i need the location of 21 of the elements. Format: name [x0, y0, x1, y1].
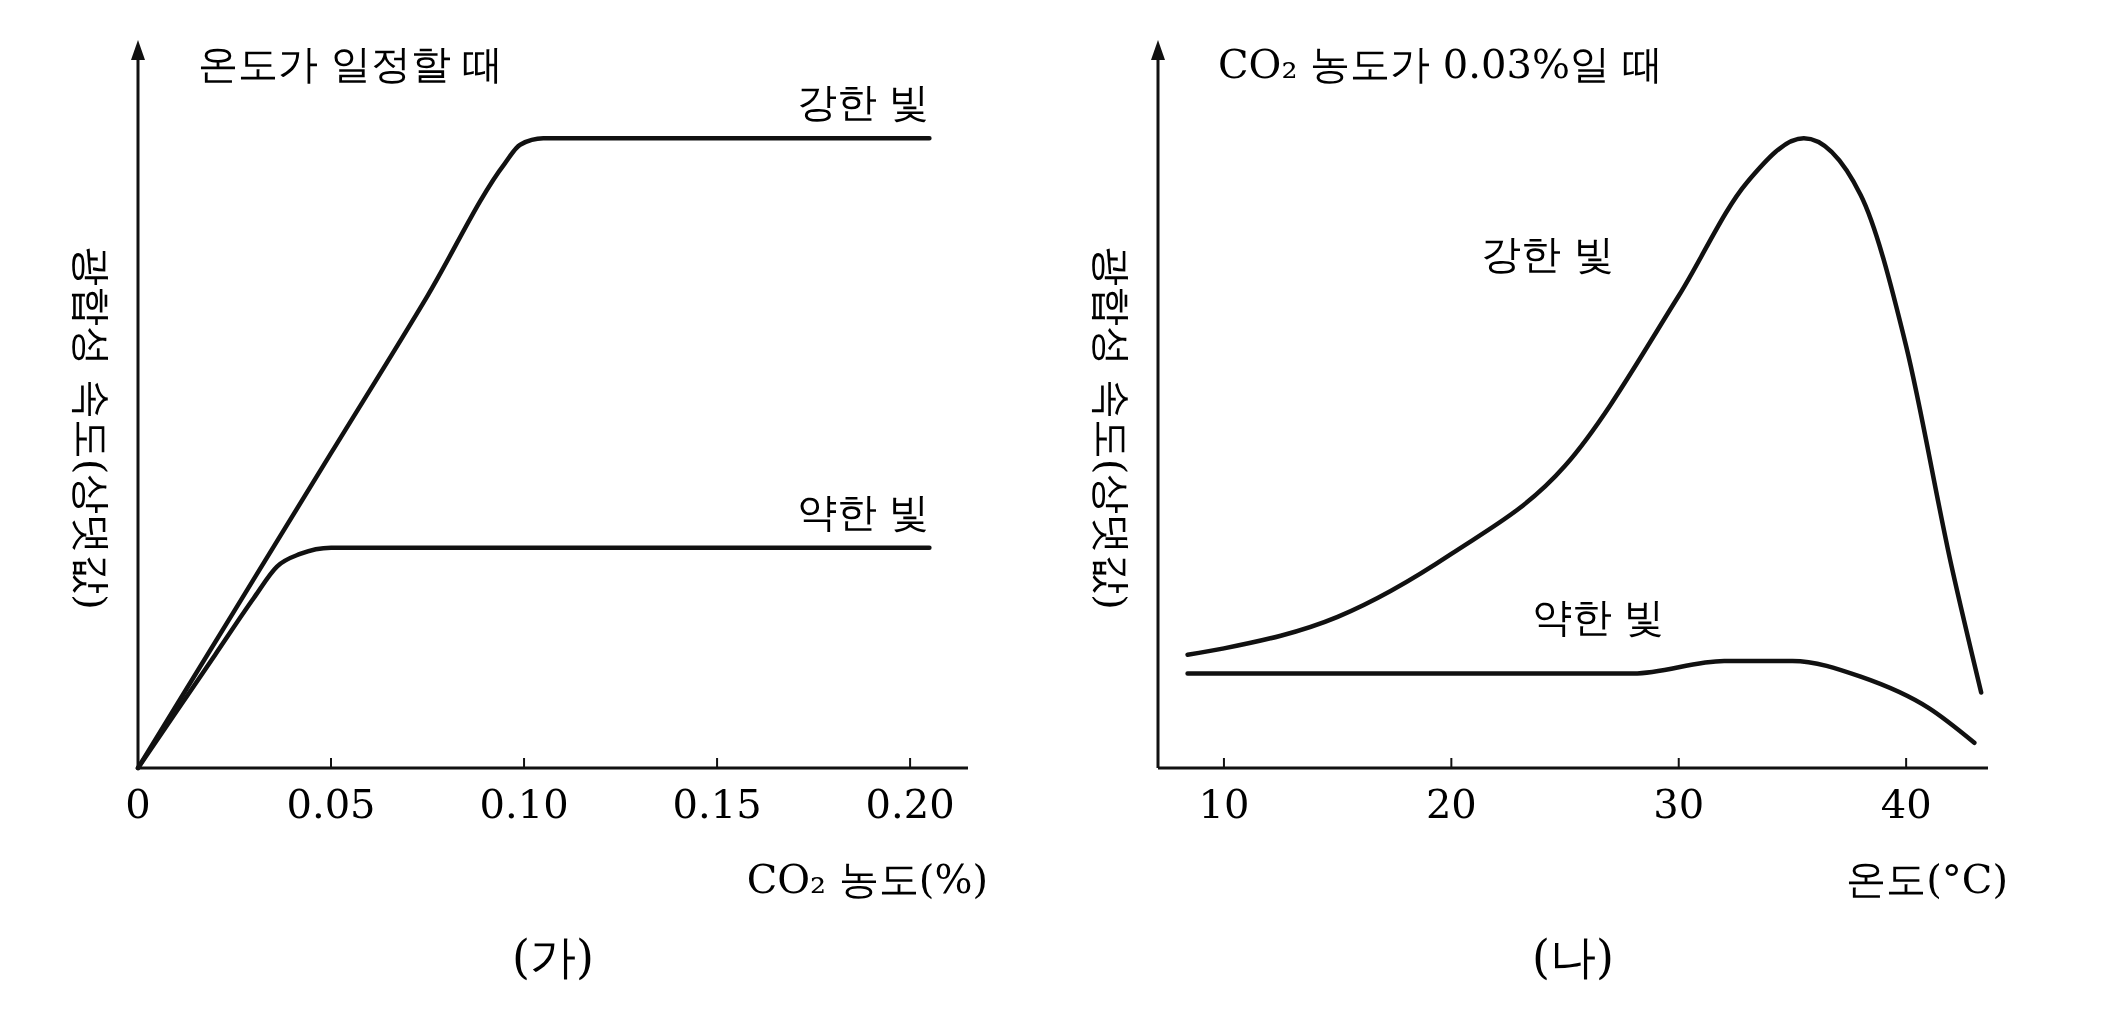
text: (가)	[512, 930, 594, 984]
chart-title: CO₂ 농도가 0.03%일 때	[1218, 41, 1663, 87]
x-axis-title: 온도(°C)	[1846, 856, 2008, 902]
x-tick-label: 0.10	[479, 781, 569, 827]
chart-title: 온도가 일정할 때	[198, 41, 504, 87]
series-label: 약한 빛	[1531, 593, 1665, 640]
series-label: 강한 빛	[1481, 231, 1614, 278]
x-tick-label: 10	[1198, 781, 1250, 827]
x-tick-label: 20	[1425, 781, 1477, 827]
x-tick-label: 30	[1653, 781, 1705, 827]
x-tick-label: 0	[125, 781, 151, 827]
x-tick-label: 0.05	[286, 781, 376, 827]
series-label: 강한 빛	[796, 79, 930, 126]
series-label: 약한 빛	[796, 488, 930, 535]
y-axis-title: 광합성 속도(상댓값)	[1089, 246, 1135, 610]
x-tick-label: 0.20	[865, 781, 955, 827]
x-axis-title: CO₂ 농도(%)	[746, 856, 988, 902]
x-tick-label: 0.15	[672, 781, 762, 827]
x-tick-label: 40	[1880, 781, 1932, 827]
text: (나)	[1532, 930, 1614, 984]
y-axis-title: 광합성 속도(상댓값)	[69, 246, 115, 610]
